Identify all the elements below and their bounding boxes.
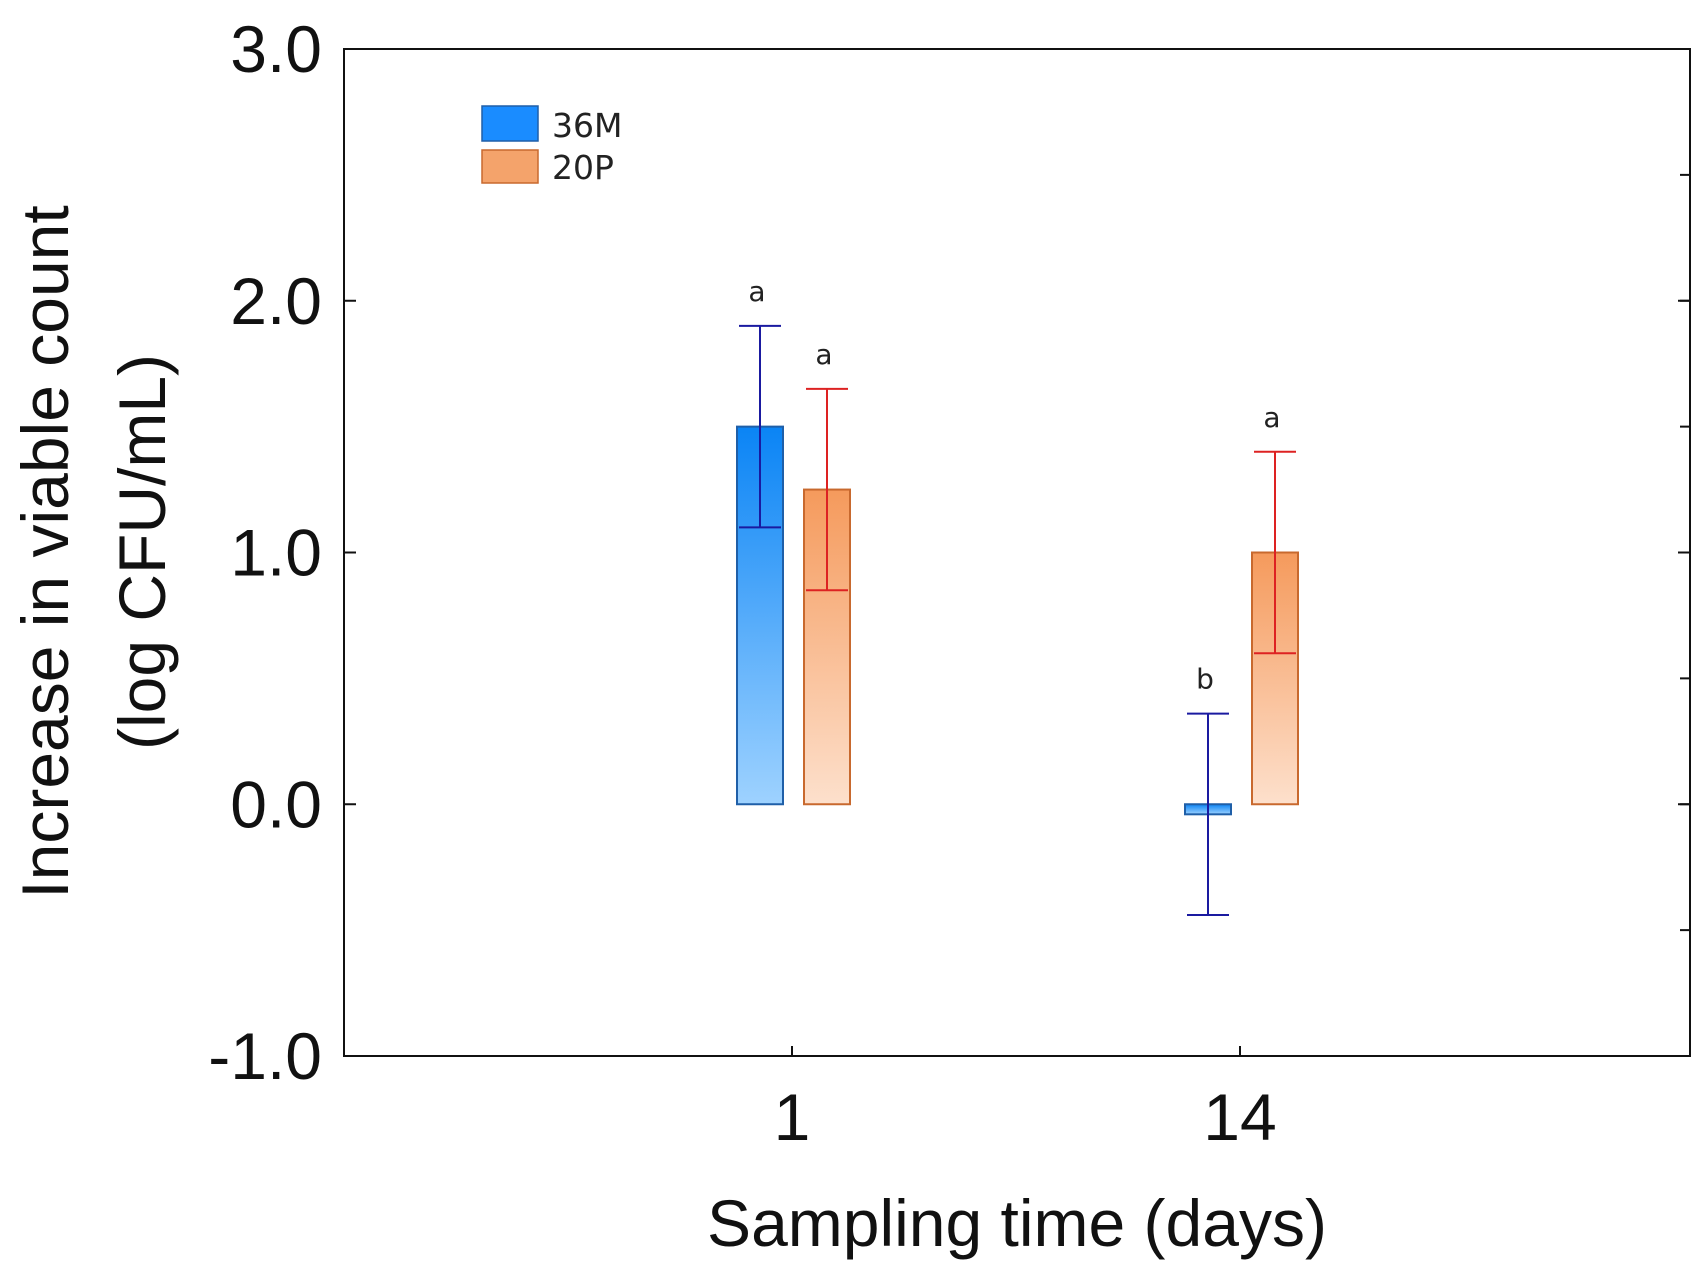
significance-labels-layer: a b a a <box>748 275 1280 696</box>
y-tick-label: 0.0 <box>230 767 322 841</box>
significance-letter: a <box>748 275 765 308</box>
y-axis-ticks: -1.0 0.0 1.0 2.0 3.0 <box>208 12 1690 1093</box>
y-axis-title-line2: (log CFU/mL) <box>105 354 179 750</box>
x-axis-title: Sampling time (days) <box>707 1186 1327 1260</box>
plot-area-frame <box>343 48 1691 1057</box>
y-axis-title: Increase in viable count (log CFU/mL) <box>8 205 179 898</box>
significance-letter: b <box>1196 663 1214 696</box>
error-bars-layer <box>739 324 1296 917</box>
y-tick-label: 3.0 <box>230 12 322 86</box>
y-tick-label: -1.0 <box>208 1019 322 1093</box>
x-tick-label: 1 <box>774 1080 811 1154</box>
significance-letter: a <box>815 338 832 371</box>
legend-label-36m: 36M <box>552 106 622 145</box>
legend-label-20p: 20P <box>552 148 614 187</box>
legend: 36M 20P <box>481 105 622 187</box>
y-tick-label: 1.0 <box>230 516 322 590</box>
legend-swatch-20p <box>481 149 539 184</box>
y-axis-title-line1: Increase in viable count <box>8 205 82 898</box>
y-tick-label: 2.0 <box>230 264 322 338</box>
legend-swatch-36m <box>481 105 539 142</box>
significance-letter: a <box>1263 401 1280 434</box>
x-tick-label: 14 <box>1203 1080 1276 1154</box>
bars-layer <box>736 425 1299 816</box>
x-axis-ticks: 1 14 <box>774 1046 1277 1154</box>
